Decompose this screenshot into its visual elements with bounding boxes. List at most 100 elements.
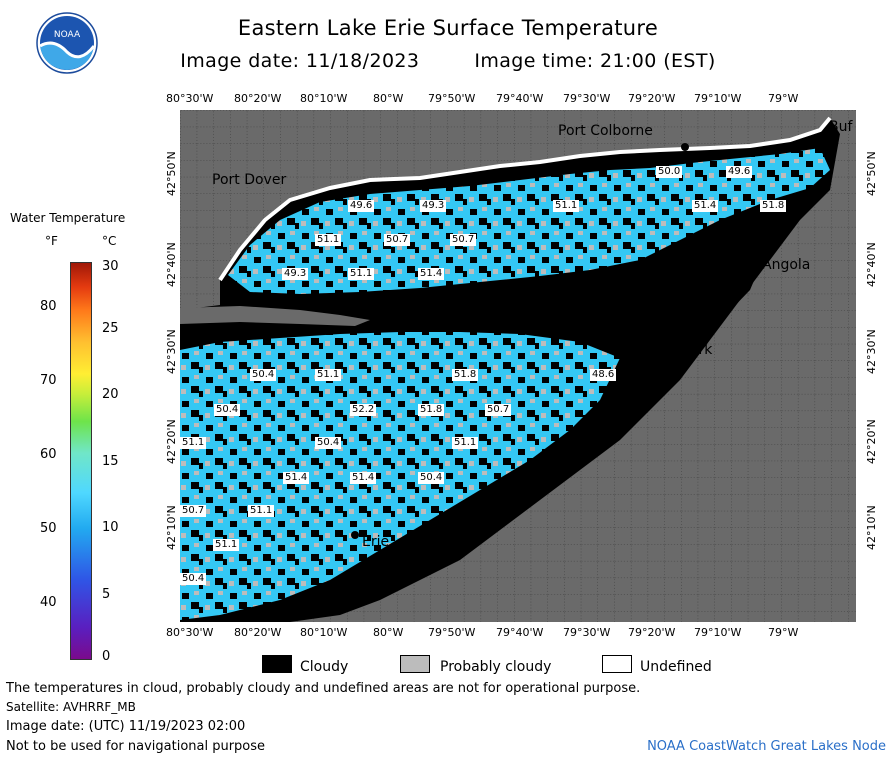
temp-label: 51.1 <box>248 505 275 517</box>
lat-label-left-5: 42°10'N <box>165 505 178 550</box>
lon-label-bottom-1: 80°30'W <box>166 626 214 639</box>
lon-label-bottom-2: 80°20'W <box>234 626 282 639</box>
f-tick: 80 <box>40 299 57 314</box>
key-undefined-label: Undefined <box>640 659 712 675</box>
footer-utc-date: Image date: (UTC) 11/19/2023 02:00 <box>6 719 246 734</box>
temp-label: 49.3 <box>420 200 447 212</box>
lon-label-top-1: 80°30'W <box>166 92 214 105</box>
temp-label: 50.7 <box>180 505 207 517</box>
footer-nav-warning: Not to be used for navigational purpose <box>6 739 266 754</box>
c-tick: 25 <box>102 321 119 336</box>
temp-label: 51.8 <box>760 200 787 212</box>
place-buffalo: Buf <box>829 119 853 135</box>
dunkirk-marker <box>647 338 655 346</box>
lon-label-top-8: 79°20'W <box>628 92 676 105</box>
temp-label: 51.1 <box>348 268 375 280</box>
lon-label-bottom-9: 79°10'W <box>694 626 742 639</box>
temp-label: 51.4 <box>350 472 377 484</box>
place-dunkirk: Dunkirk <box>658 342 713 358</box>
lon-label-top-10: 79°W <box>768 92 799 105</box>
temp-label: 51.4 <box>418 268 445 280</box>
temp-label: 50.4 <box>214 404 241 416</box>
lon-label-top-5: 79°50'W <box>428 92 476 105</box>
f-tick: 70 <box>40 373 57 388</box>
temp-label: 49.6 <box>348 200 375 212</box>
c-tick: 0 <box>102 649 111 664</box>
lat-label-right-1: 42°50'N <box>865 151 878 196</box>
lon-label-bottom-5: 79°50'W <box>428 626 476 639</box>
c-tick: 10 <box>102 520 119 535</box>
temp-label: 50.7 <box>450 234 477 246</box>
key-undefined-swatch <box>602 655 632 673</box>
map-title: Eastern Lake Erie Surface Temperature <box>237 16 659 40</box>
temp-label: 49.3 <box>282 268 309 280</box>
lon-label-top-7: 79°30'W <box>563 92 611 105</box>
lat-label-left-3: 42°30'N <box>165 329 178 374</box>
temp-label: 51.1 <box>315 369 342 381</box>
lake-erie-map <box>180 110 856 622</box>
temp-label: 50.4 <box>250 369 277 381</box>
c-tick: 20 <box>102 387 119 402</box>
temp-label: 50.0 <box>656 166 683 178</box>
temp-label: 50.7 <box>384 234 411 246</box>
image-time: Image time: 21:00 (EST) <box>474 50 716 72</box>
legend-unit-f: °F <box>45 234 58 248</box>
place-erie: Erie <box>362 534 390 550</box>
lat-label-right-4: 42°20'N <box>865 419 878 464</box>
f-tick: 50 <box>40 521 57 536</box>
logo-text: NOAA <box>54 30 81 40</box>
temp-label: 51.4 <box>283 472 310 484</box>
lat-label-left-2: 42°40'N <box>165 242 178 287</box>
c-tick: 30 <box>102 259 119 274</box>
temp-label: 50.4 <box>418 472 445 484</box>
lat-label-left-1: 42°50'N <box>165 151 178 196</box>
temp-label: 50.7 <box>485 404 512 416</box>
long-point-peninsula <box>180 306 370 326</box>
f-tick: 40 <box>40 595 57 610</box>
buffalo-marker <box>824 138 832 146</box>
c-tick: 5 <box>102 587 111 602</box>
erie-marker <box>351 531 359 539</box>
temperature-colorbar <box>70 262 92 660</box>
key-cloudy-label: Cloudy <box>300 659 349 675</box>
key-probably-cloudy-label: Probably cloudy <box>440 659 552 675</box>
temp-label: 48.6 <box>590 369 617 381</box>
footer-note: The temperatures in cloud, probably clou… <box>6 681 641 696</box>
lon-label-bottom-6: 79°40'W <box>496 626 544 639</box>
lon-label-top-2: 80°20'W <box>234 92 282 105</box>
undefined-edge <box>218 116 832 282</box>
lon-label-top-4: 80°W <box>373 92 404 105</box>
footer-satellite: Satellite: AVHRRF_MB <box>6 700 136 714</box>
temp-label: 51.1 <box>452 437 479 449</box>
temp-label: 51.1 <box>553 200 580 212</box>
key-probably-cloudy-swatch <box>400 655 430 673</box>
north-water-patch <box>228 148 830 294</box>
port-colborne-marker <box>681 143 689 151</box>
temp-label: 51.1 <box>180 437 207 449</box>
lat-label-left-4: 42°20'N <box>165 419 178 464</box>
place-angola: Angola <box>762 257 811 273</box>
lon-label-bottom-7: 79°30'W <box>563 626 611 639</box>
temp-label: 50.4 <box>180 573 207 585</box>
temp-label: 51.8 <box>418 404 445 416</box>
temp-label: 51.4 <box>692 200 719 212</box>
angola-marker <box>754 252 762 260</box>
place-port-dover: Port Dover <box>212 172 287 188</box>
lon-label-top-3: 80°10'W <box>300 92 348 105</box>
legend-title: Water Temperature <box>10 211 126 225</box>
temp-label: 51.8 <box>452 369 479 381</box>
f-tick: 60 <box>40 447 57 462</box>
lon-label-bottom-3: 80°10'W <box>300 626 348 639</box>
image-date: Image date: 11/18/2023 <box>180 50 420 72</box>
lat-label-right-2: 42°40'N <box>865 242 878 287</box>
lat-label-right-3: 42°30'N <box>865 329 878 374</box>
lat-label-right-5: 42°10'N <box>865 505 878 550</box>
footer-credit: NOAA CoastWatch Great Lakes Node <box>647 739 886 754</box>
legend-unit-c: °C <box>102 234 117 248</box>
lon-label-bottom-4: 80°W <box>373 626 404 639</box>
temp-label: 52.2 <box>350 404 377 416</box>
temp-label: 51.1 <box>315 234 342 246</box>
lon-label-top-9: 79°10'W <box>694 92 742 105</box>
lon-label-bottom-10: 79°W <box>768 626 799 639</box>
key-cloudy-swatch <box>262 655 292 673</box>
